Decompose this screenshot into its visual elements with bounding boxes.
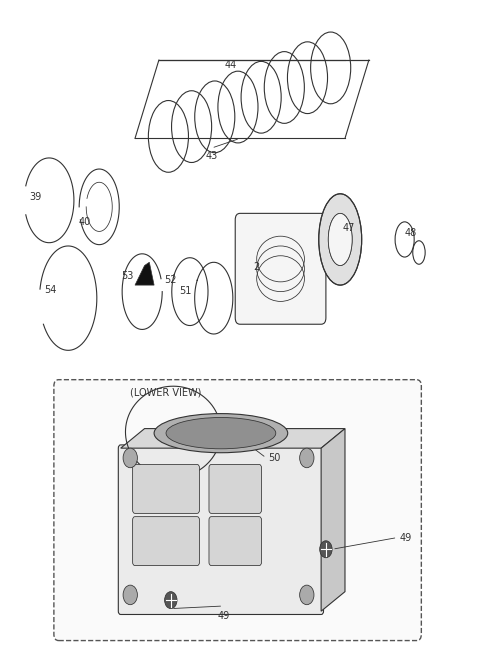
Polygon shape xyxy=(120,428,345,448)
Text: 52: 52 xyxy=(165,275,177,285)
Text: 51: 51 xyxy=(179,286,192,296)
FancyBboxPatch shape xyxy=(209,464,262,514)
Text: 53: 53 xyxy=(121,271,134,280)
Circle shape xyxy=(300,585,314,605)
Circle shape xyxy=(300,448,314,468)
FancyBboxPatch shape xyxy=(209,517,262,565)
FancyBboxPatch shape xyxy=(132,517,199,565)
Text: 2: 2 xyxy=(253,263,260,272)
Ellipse shape xyxy=(154,413,288,453)
Text: 47: 47 xyxy=(343,223,355,233)
FancyBboxPatch shape xyxy=(235,214,326,324)
Text: 49: 49 xyxy=(400,533,412,542)
Text: 40: 40 xyxy=(79,217,91,227)
Text: 50: 50 xyxy=(269,453,281,463)
Text: 54: 54 xyxy=(44,286,56,295)
Ellipse shape xyxy=(328,214,352,265)
Text: 39: 39 xyxy=(30,192,42,202)
FancyBboxPatch shape xyxy=(132,464,199,514)
Text: 43: 43 xyxy=(205,151,217,161)
FancyBboxPatch shape xyxy=(54,380,421,641)
Ellipse shape xyxy=(319,194,362,285)
Text: 44: 44 xyxy=(224,60,237,70)
Circle shape xyxy=(320,541,332,558)
Circle shape xyxy=(123,448,137,468)
Text: 49: 49 xyxy=(217,611,229,621)
Polygon shape xyxy=(135,262,154,285)
Text: (LOWER VIEW): (LOWER VIEW) xyxy=(130,388,202,398)
FancyBboxPatch shape xyxy=(118,445,324,614)
Polygon shape xyxy=(321,428,345,611)
Circle shape xyxy=(165,591,177,608)
Ellipse shape xyxy=(166,417,276,449)
Circle shape xyxy=(123,585,137,605)
Text: 48: 48 xyxy=(405,228,417,238)
